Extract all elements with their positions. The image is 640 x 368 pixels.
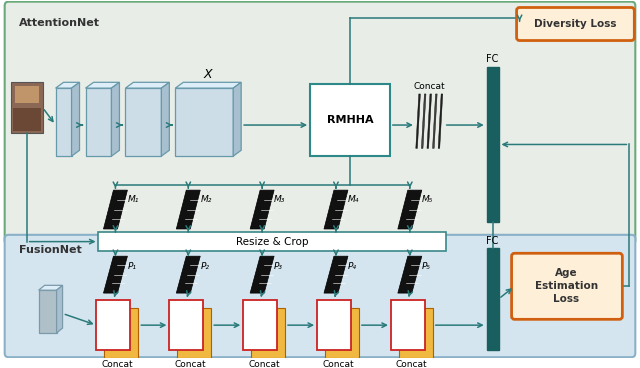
Text: Concat: Concat [175, 360, 206, 368]
FancyBboxPatch shape [4, 235, 636, 357]
Text: P₅: P₅ [422, 262, 431, 271]
Bar [11, 82, 43, 133]
Text: M₄: M₄ [348, 195, 359, 204]
Bar [251, 308, 285, 358]
Bar [243, 300, 277, 350]
Polygon shape [250, 256, 274, 293]
Polygon shape [104, 190, 127, 229]
Text: Concat: Concat [102, 360, 133, 368]
Text: Age
Estimation
Loss: Age Estimation Loss [535, 268, 598, 304]
Bar [170, 300, 204, 350]
Polygon shape [398, 190, 422, 229]
Bar [486, 248, 499, 350]
Polygon shape [433, 94, 437, 148]
Bar [104, 308, 138, 358]
Polygon shape [176, 256, 200, 293]
Text: M₅: M₅ [422, 195, 433, 204]
FancyBboxPatch shape [4, 2, 636, 244]
FancyBboxPatch shape [511, 253, 622, 319]
FancyBboxPatch shape [516, 7, 634, 40]
Polygon shape [72, 82, 79, 156]
Polygon shape [176, 190, 200, 229]
Text: Concat: Concat [414, 82, 445, 91]
Bar [97, 300, 131, 350]
Text: FC: FC [486, 236, 499, 246]
Text: Concat: Concat [248, 360, 280, 368]
Polygon shape [421, 94, 426, 148]
Polygon shape [175, 82, 241, 88]
Polygon shape [416, 94, 420, 148]
Text: P₃: P₃ [274, 262, 283, 271]
Text: FC: FC [486, 54, 499, 64]
Polygon shape [111, 82, 120, 156]
Bar [317, 300, 351, 350]
Text: M₃: M₃ [274, 195, 285, 204]
Bar [13, 107, 40, 131]
Text: AttentionNet: AttentionNet [19, 18, 100, 28]
Polygon shape [161, 82, 170, 156]
Polygon shape [86, 88, 111, 156]
Polygon shape [38, 290, 56, 333]
Bar [399, 308, 433, 358]
Polygon shape [125, 88, 161, 156]
Polygon shape [398, 256, 422, 293]
Polygon shape [56, 285, 63, 333]
Text: Concat: Concat [396, 360, 428, 368]
Polygon shape [175, 88, 233, 156]
Bar [486, 67, 499, 222]
Text: Diversity Loss: Diversity Loss [534, 19, 617, 29]
Polygon shape [56, 82, 79, 88]
Polygon shape [125, 82, 170, 88]
Text: Resize & Crop: Resize & Crop [236, 237, 308, 247]
Text: X: X [204, 68, 212, 81]
Polygon shape [427, 94, 431, 148]
Bar [391, 300, 425, 350]
Text: Concat: Concat [322, 360, 354, 368]
Bar [310, 84, 390, 156]
Text: M₁: M₁ [127, 195, 139, 204]
Bar [325, 308, 359, 358]
Polygon shape [104, 256, 127, 293]
Text: M₂: M₂ [200, 195, 212, 204]
Text: P₁: P₁ [127, 262, 136, 271]
Polygon shape [250, 190, 274, 229]
Polygon shape [56, 88, 72, 156]
Text: P₄: P₄ [348, 262, 357, 271]
Bar [177, 308, 211, 358]
Bar [15, 86, 38, 103]
Text: RMHHA: RMHHA [326, 115, 373, 125]
Bar [99, 232, 445, 251]
Text: FusionNet: FusionNet [19, 245, 81, 255]
Polygon shape [38, 285, 63, 290]
Text: P₂: P₂ [200, 262, 209, 271]
Polygon shape [86, 82, 120, 88]
Polygon shape [438, 94, 443, 148]
Polygon shape [324, 256, 348, 293]
Polygon shape [324, 190, 348, 229]
Polygon shape [233, 82, 241, 156]
